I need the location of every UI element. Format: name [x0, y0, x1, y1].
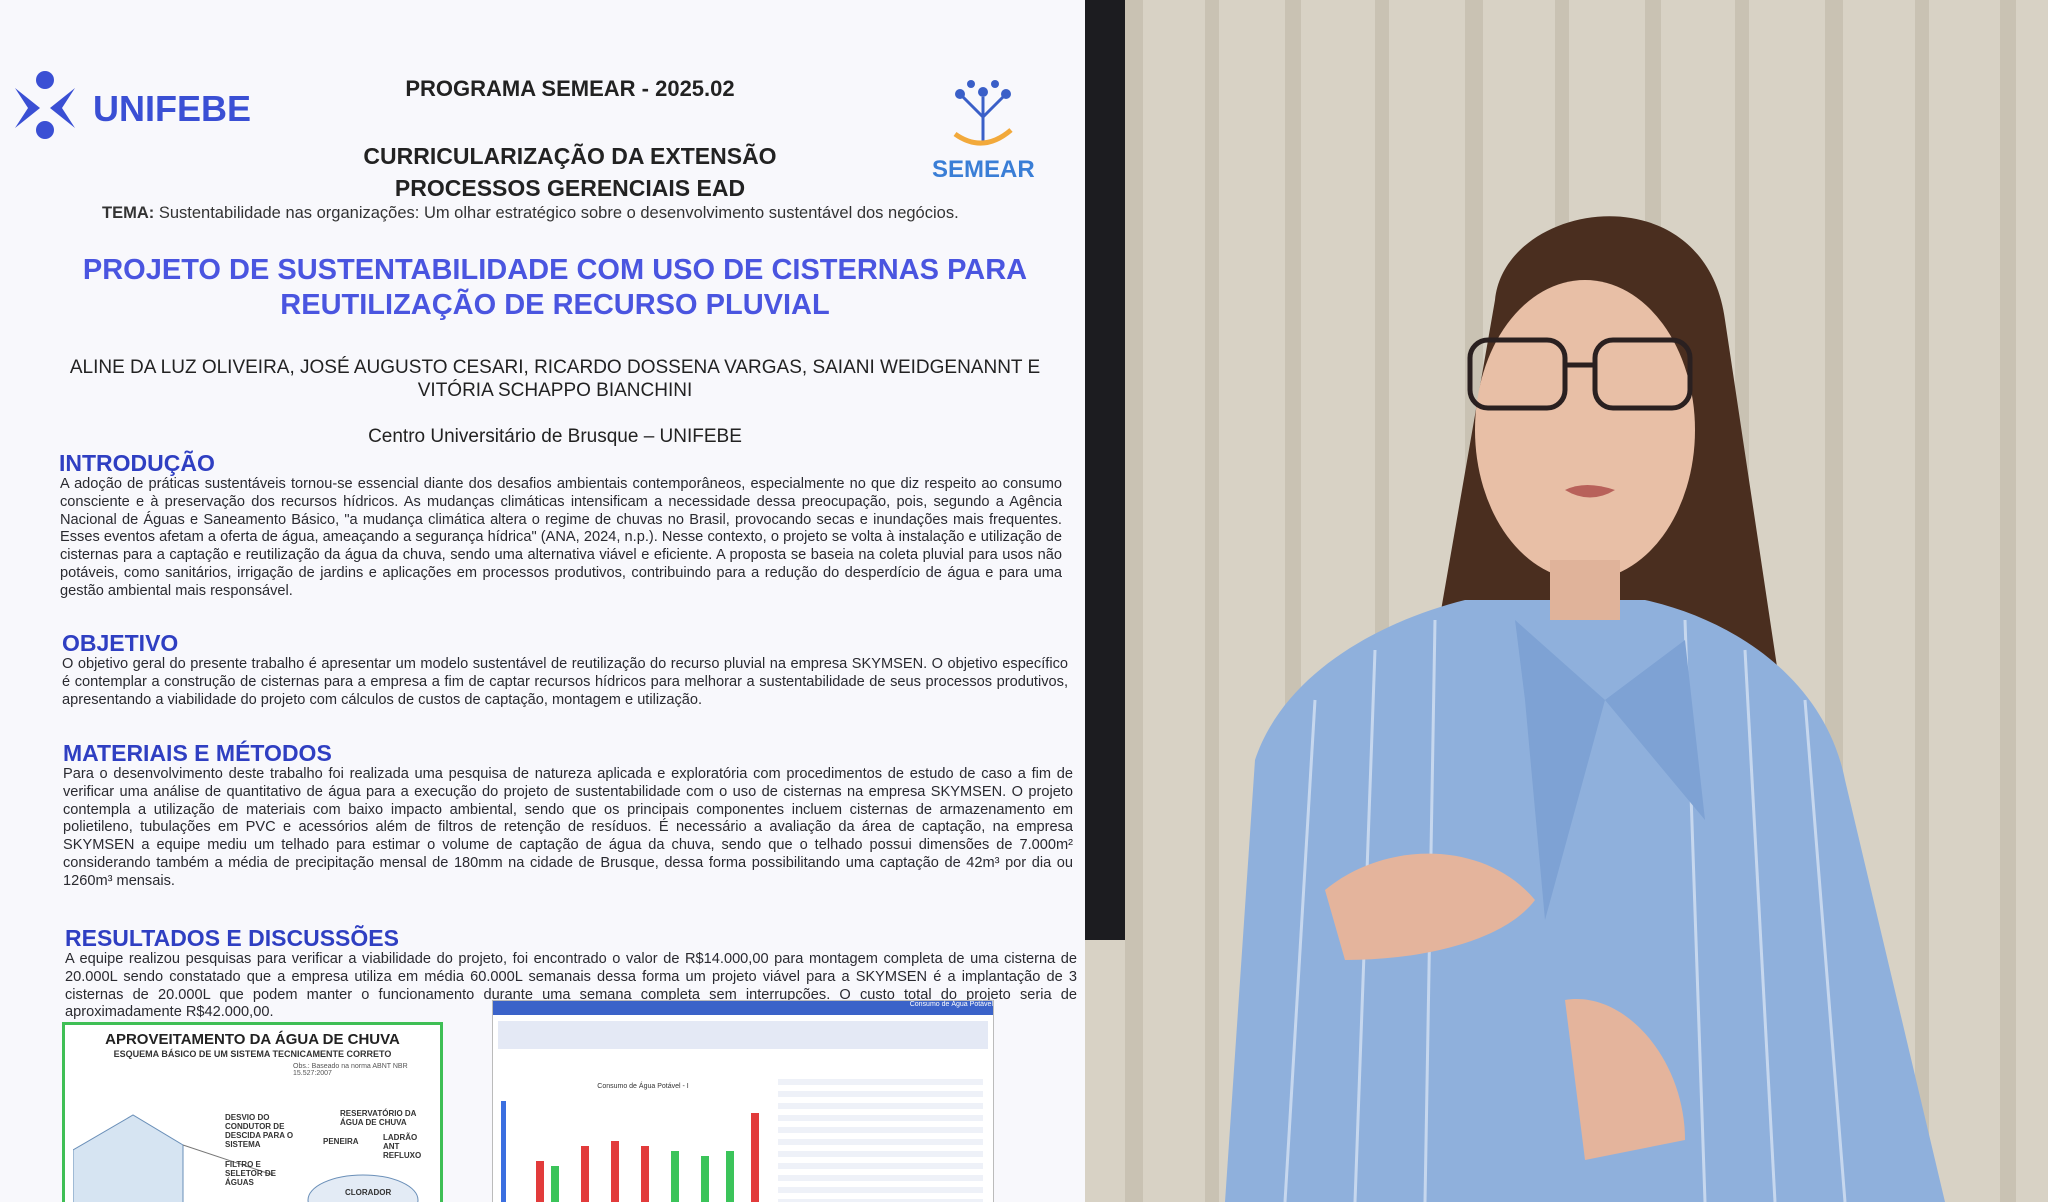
section-text: A equipe realizou pesquisas para verific… [65, 951, 1077, 1021]
figure-label: LADRÃO ANT REFLUXO [383, 1133, 422, 1160]
section-text: A adoção de práticas sustentáveis tornou… [60, 476, 1062, 599]
theme-text: Sustentabilidade nas organizações: Um ol… [158, 204, 959, 222]
title: PROJETO DE SUSTENTABILIDADE COM USO DE C… [82, 254, 1028, 286]
section-text: O objetivo geral do presente trabalho é … [62, 656, 1068, 708]
authors: ALINE DA LUZ OLIVEIRA, JOSÉ AUGUSTO CESA… [69, 357, 1041, 378]
unifebe-icon [15, 71, 75, 139]
authors: VITÓRIA SCHAPPO BIANCHINI [417, 380, 693, 401]
dashboard-screenshot: Consumo de Água Potável Consumo de Água … [492, 1000, 994, 1202]
semear-logo: SEMEAR [932, 156, 1035, 183]
figure-subtitle: ESQUEMA BÁSICO DE UM SISTEMA TECNICAMENT… [113, 1049, 392, 1059]
background-scene [1085, 0, 2048, 1202]
rainwater-figure: APROVEITAMENTO DA ÁGUA DE CHUVA ESQUEMA … [62, 1022, 443, 1202]
dashboard-list [778, 1073, 983, 1202]
figure-label: CLORADOR [345, 1188, 392, 1197]
figure-label: RESERVATÓRIO DA ÁGUA DE CHUVA [340, 1109, 417, 1127]
theme-label: TEMA: [102, 204, 155, 222]
program: PROGRAMA SEMEAR - 2025.02 [405, 76, 735, 101]
section-heading: OBJETIVO [62, 630, 179, 656]
dashboard-chart-decoration [501, 1101, 759, 1202]
dashboard-chart-title: Consumo de Água Potável - I [597, 1083, 689, 1090]
institution: Centro Universitário de Brusque – UNIFEB… [368, 426, 742, 447]
semear-icon [953, 80, 1013, 146]
figure-label: PENEIRA [323, 1137, 359, 1146]
figure-label: DESVIO DO CONDUTOR DE DESCIDA PARA O SIS… [225, 1113, 294, 1149]
section-heading: MATERIAIS E MÉTODOS [63, 740, 332, 766]
figure-label: FILTRO E SELETOR DE ÁGUAS [225, 1160, 276, 1187]
poster: UNIFEBE PROGRAMA SEMEAR - 2025.02 SEMEAR… [0, 0, 1085, 1202]
dashboard-table [498, 1021, 988, 1049]
section-heading: INTRODUÇÃO [59, 450, 215, 476]
subtitle: PROCESSOS GERENCIAIS EAD [394, 175, 746, 201]
dashboard-header: Consumo de Água Potável [493, 1001, 993, 1015]
figure-note: Obs.: Baseado na norma ABNT NBR 15.527:2… [293, 1063, 408, 1077]
section-text: Para o desenvolvimento deste trabalho fo… [63, 766, 1073, 889]
figure-title: APROVEITAMENTO DA ÁGUA DE CHUVA [105, 1031, 400, 1048]
figure-drawing [73, 1114, 419, 1202]
theme: TEMA: Sustentabilidade nas organizações:… [102, 204, 1062, 223]
section-heading: RESULTADOS E DISCUSSÕES [65, 925, 399, 951]
unifebe-logo: UNIFEBE [93, 88, 252, 129]
subtitle: CURRICULARIZAÇÃO DA EXTENSÃO [363, 143, 777, 169]
title: REUTILIZAÇÃO DE RECURSO PLUVIAL [280, 289, 830, 321]
